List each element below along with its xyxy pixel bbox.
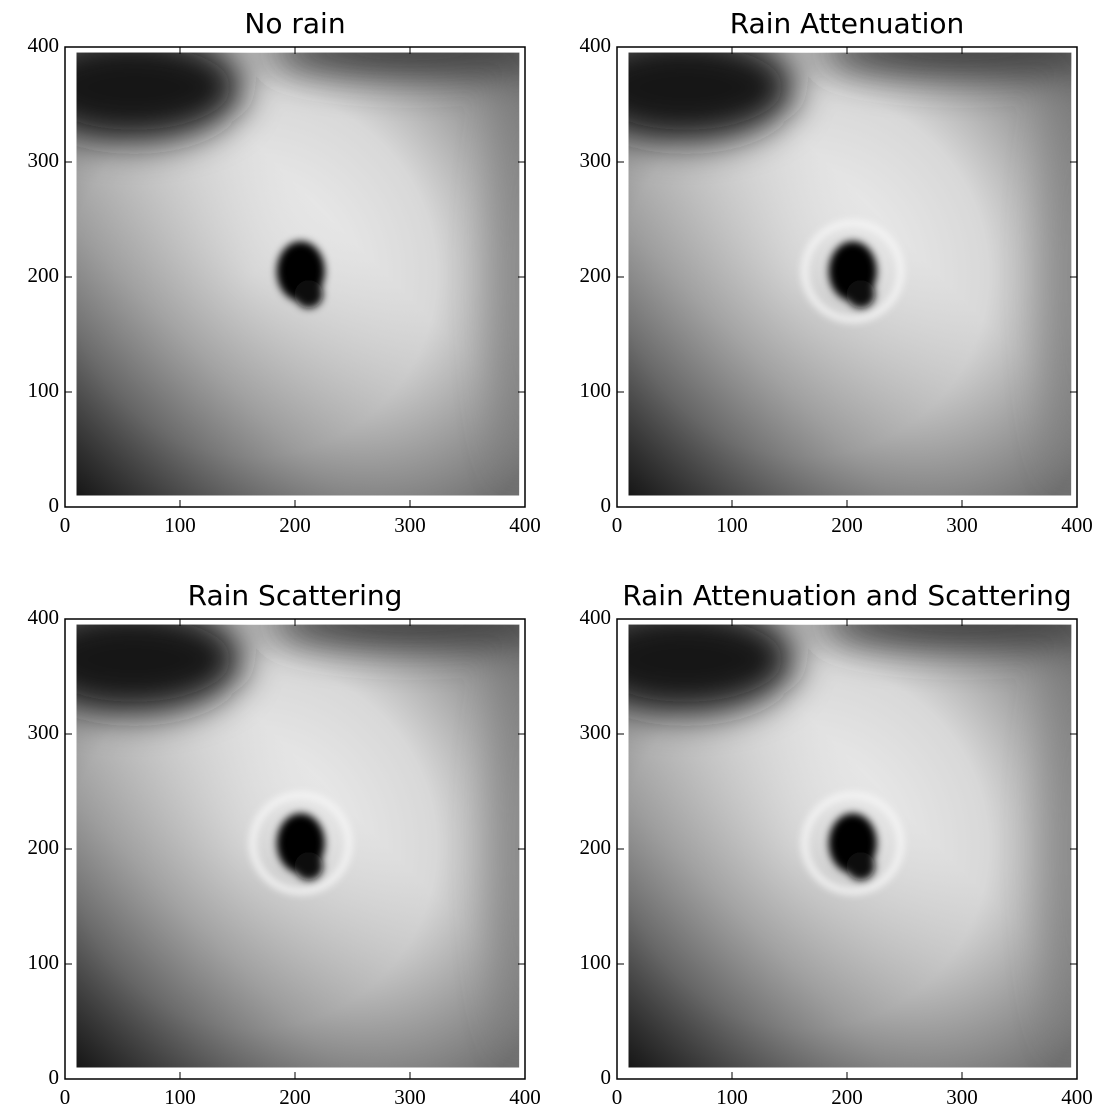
image [76,52,520,496]
image [76,624,520,1068]
x-tick-label: 300 [946,513,978,537]
y-tick-label: 100 [28,950,60,974]
y-tick-label: 100 [580,378,612,402]
x-tick-label: 200 [831,513,863,537]
y-tick-label: 400 [580,33,612,57]
chart-title: Rain Attenuation [730,7,965,40]
x-tick-label: 200 [831,1085,863,1109]
y-tick-label: 200 [580,263,612,287]
y-tick-label: 0 [601,493,612,517]
image [628,624,1072,1068]
x-tick-label: 300 [394,513,426,537]
x-tick-label: 0 [60,1085,71,1109]
x-tick-label: 100 [716,1085,748,1109]
y-tick-label: 400 [28,605,60,629]
y-tick-label: 100 [28,378,60,402]
chart-title: Rain Attenuation and Scattering [622,579,1071,612]
y-tick-label: 0 [49,1065,60,1089]
y-tick-label: 300 [28,720,60,744]
y-tick-label: 300 [580,720,612,744]
x-tick-label: 0 [612,1085,623,1109]
x-tick-label: 400 [509,1085,541,1109]
x-tick-label: 200 [279,513,311,537]
y-tick-label: 0 [49,493,60,517]
chart-title: No rain [244,7,345,40]
x-tick-label: 400 [1061,1085,1093,1109]
y-tick-label: 300 [580,148,612,172]
x-tick-label: 0 [612,513,623,537]
panel: Rain Scattering 0 100 200 300 400 0 100 200 300 40… [28,579,541,1109]
y-tick-label: 200 [580,835,612,859]
y-tick-label: 400 [28,33,60,57]
image [628,52,1072,496]
y-tick-label: 200 [28,263,60,287]
x-tick-label: 300 [394,1085,426,1109]
x-tick-label: 100 [716,513,748,537]
y-tick-label: 0 [601,1065,612,1089]
x-tick-label: 400 [1061,513,1093,537]
y-tick-label: 200 [28,835,60,859]
panel: No rain 0 100 200 300 400 0 100 200 300 400 [28,7,541,537]
y-tick-label: 400 [580,605,612,629]
panel: Rain Attenuation and Scattering 0 100 200 30… [580,579,1093,1109]
y-tick-label: 300 [28,148,60,172]
x-tick-label: 0 [60,513,71,537]
y-tick-label: 100 [580,950,612,974]
x-tick-label: 300 [946,1085,978,1109]
x-tick-label: 200 [279,1085,311,1109]
panel: Rain Attenuation 0 100 200 300 400 0 100 200 300 4… [580,7,1093,537]
chart-title: Rain Scattering [188,579,403,612]
x-tick-label: 400 [509,513,541,537]
x-tick-label: 100 [164,1085,196,1109]
x-tick-label: 100 [164,513,196,537]
